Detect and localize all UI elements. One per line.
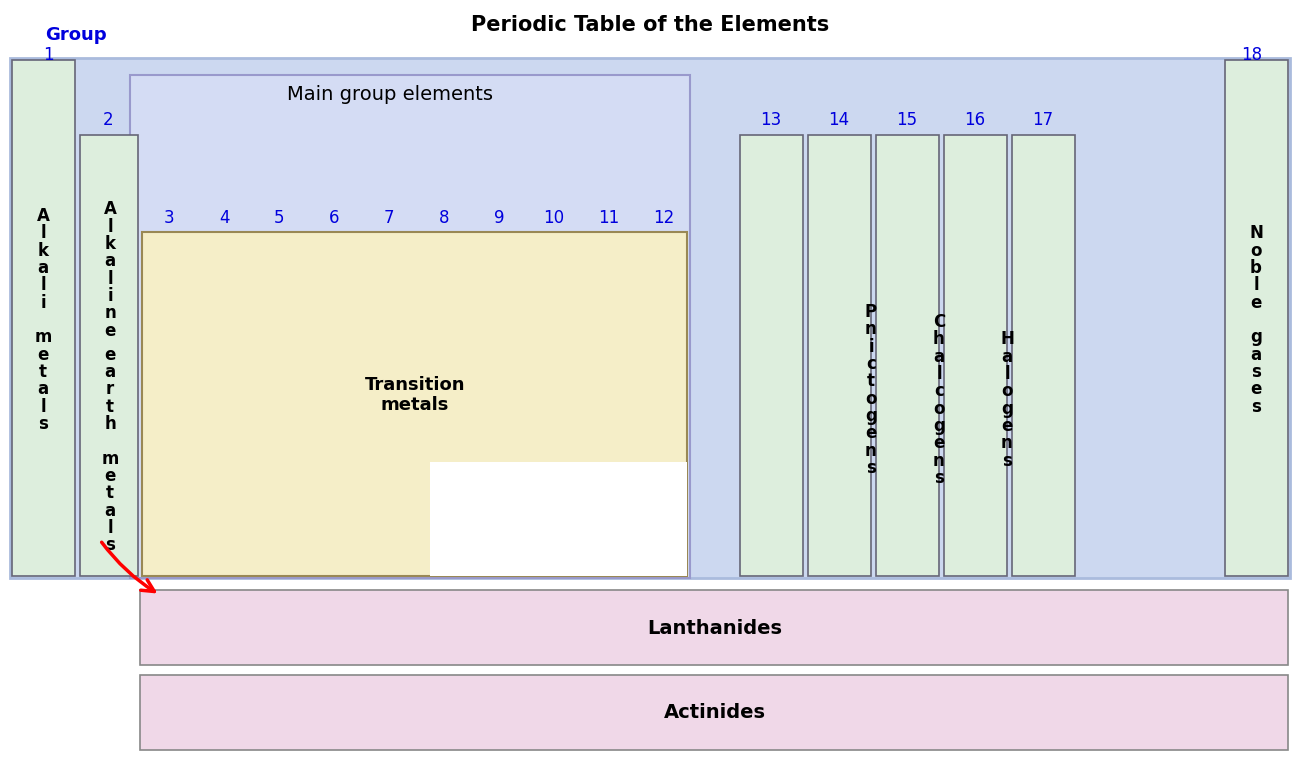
Text: 3: 3 xyxy=(164,209,174,227)
Text: 1: 1 xyxy=(43,46,53,64)
Text: 8: 8 xyxy=(439,209,450,227)
Bar xyxy=(81,135,138,576)
Text: e
a
r
t
h
 
m
e
t
a
l
s: e a r t h m e t a l s xyxy=(101,346,118,554)
Text: A
l
k
a
l
i
 
m
e
t
a
l
s: A l k a l i m e t a l s xyxy=(34,207,52,433)
Text: Actinides: Actinides xyxy=(664,703,766,723)
Text: 10: 10 xyxy=(543,209,564,227)
Text: 15: 15 xyxy=(897,111,918,129)
Text: 18: 18 xyxy=(1242,46,1262,64)
Text: N
o
b
l
e
 
g
a
s
e
s: N o b l e g a s e s xyxy=(1249,225,1262,416)
Text: 13: 13 xyxy=(760,111,781,129)
Text: C
h
a
l
c
o
g
e
n
s: C h a l c o g e n s xyxy=(933,313,945,487)
Text: 7: 7 xyxy=(384,209,394,227)
Text: A
l
k
a
l
i
n
e: A l k a l i n e xyxy=(104,200,117,340)
Text: 9: 9 xyxy=(494,209,504,227)
Text: Main group elements: Main group elements xyxy=(287,85,493,104)
Bar xyxy=(130,75,690,578)
Bar xyxy=(1225,60,1288,576)
Text: 6: 6 xyxy=(329,209,339,227)
Text: Lanthanides: Lanthanides xyxy=(647,618,783,637)
Bar xyxy=(10,58,1290,578)
Text: Group: Group xyxy=(46,26,107,44)
Text: 11: 11 xyxy=(598,209,620,227)
Bar xyxy=(430,462,686,576)
Text: 14: 14 xyxy=(828,111,850,129)
Text: 5: 5 xyxy=(274,209,285,227)
Bar xyxy=(876,135,939,576)
Bar xyxy=(944,135,1008,576)
Text: 17: 17 xyxy=(1032,111,1053,129)
Bar xyxy=(809,135,871,576)
Bar xyxy=(1011,135,1075,576)
Text: 12: 12 xyxy=(654,209,675,227)
Bar xyxy=(140,675,1288,750)
Text: 16: 16 xyxy=(965,111,985,129)
Text: 2: 2 xyxy=(103,111,113,129)
Text: P
n
i
c
t
o
g
e
n
s: P n i c t o g e n s xyxy=(864,303,878,477)
Bar xyxy=(740,135,803,576)
Bar xyxy=(142,232,686,576)
Bar xyxy=(140,590,1288,665)
Text: Periodic Table of the Elements: Periodic Table of the Elements xyxy=(471,15,829,35)
Bar xyxy=(12,60,75,576)
Text: H
a
l
o
g
e
n
s: H a l o g e n s xyxy=(1000,331,1014,469)
Text: 4: 4 xyxy=(218,209,229,227)
Text: Transition
metals: Transition metals xyxy=(365,376,465,414)
